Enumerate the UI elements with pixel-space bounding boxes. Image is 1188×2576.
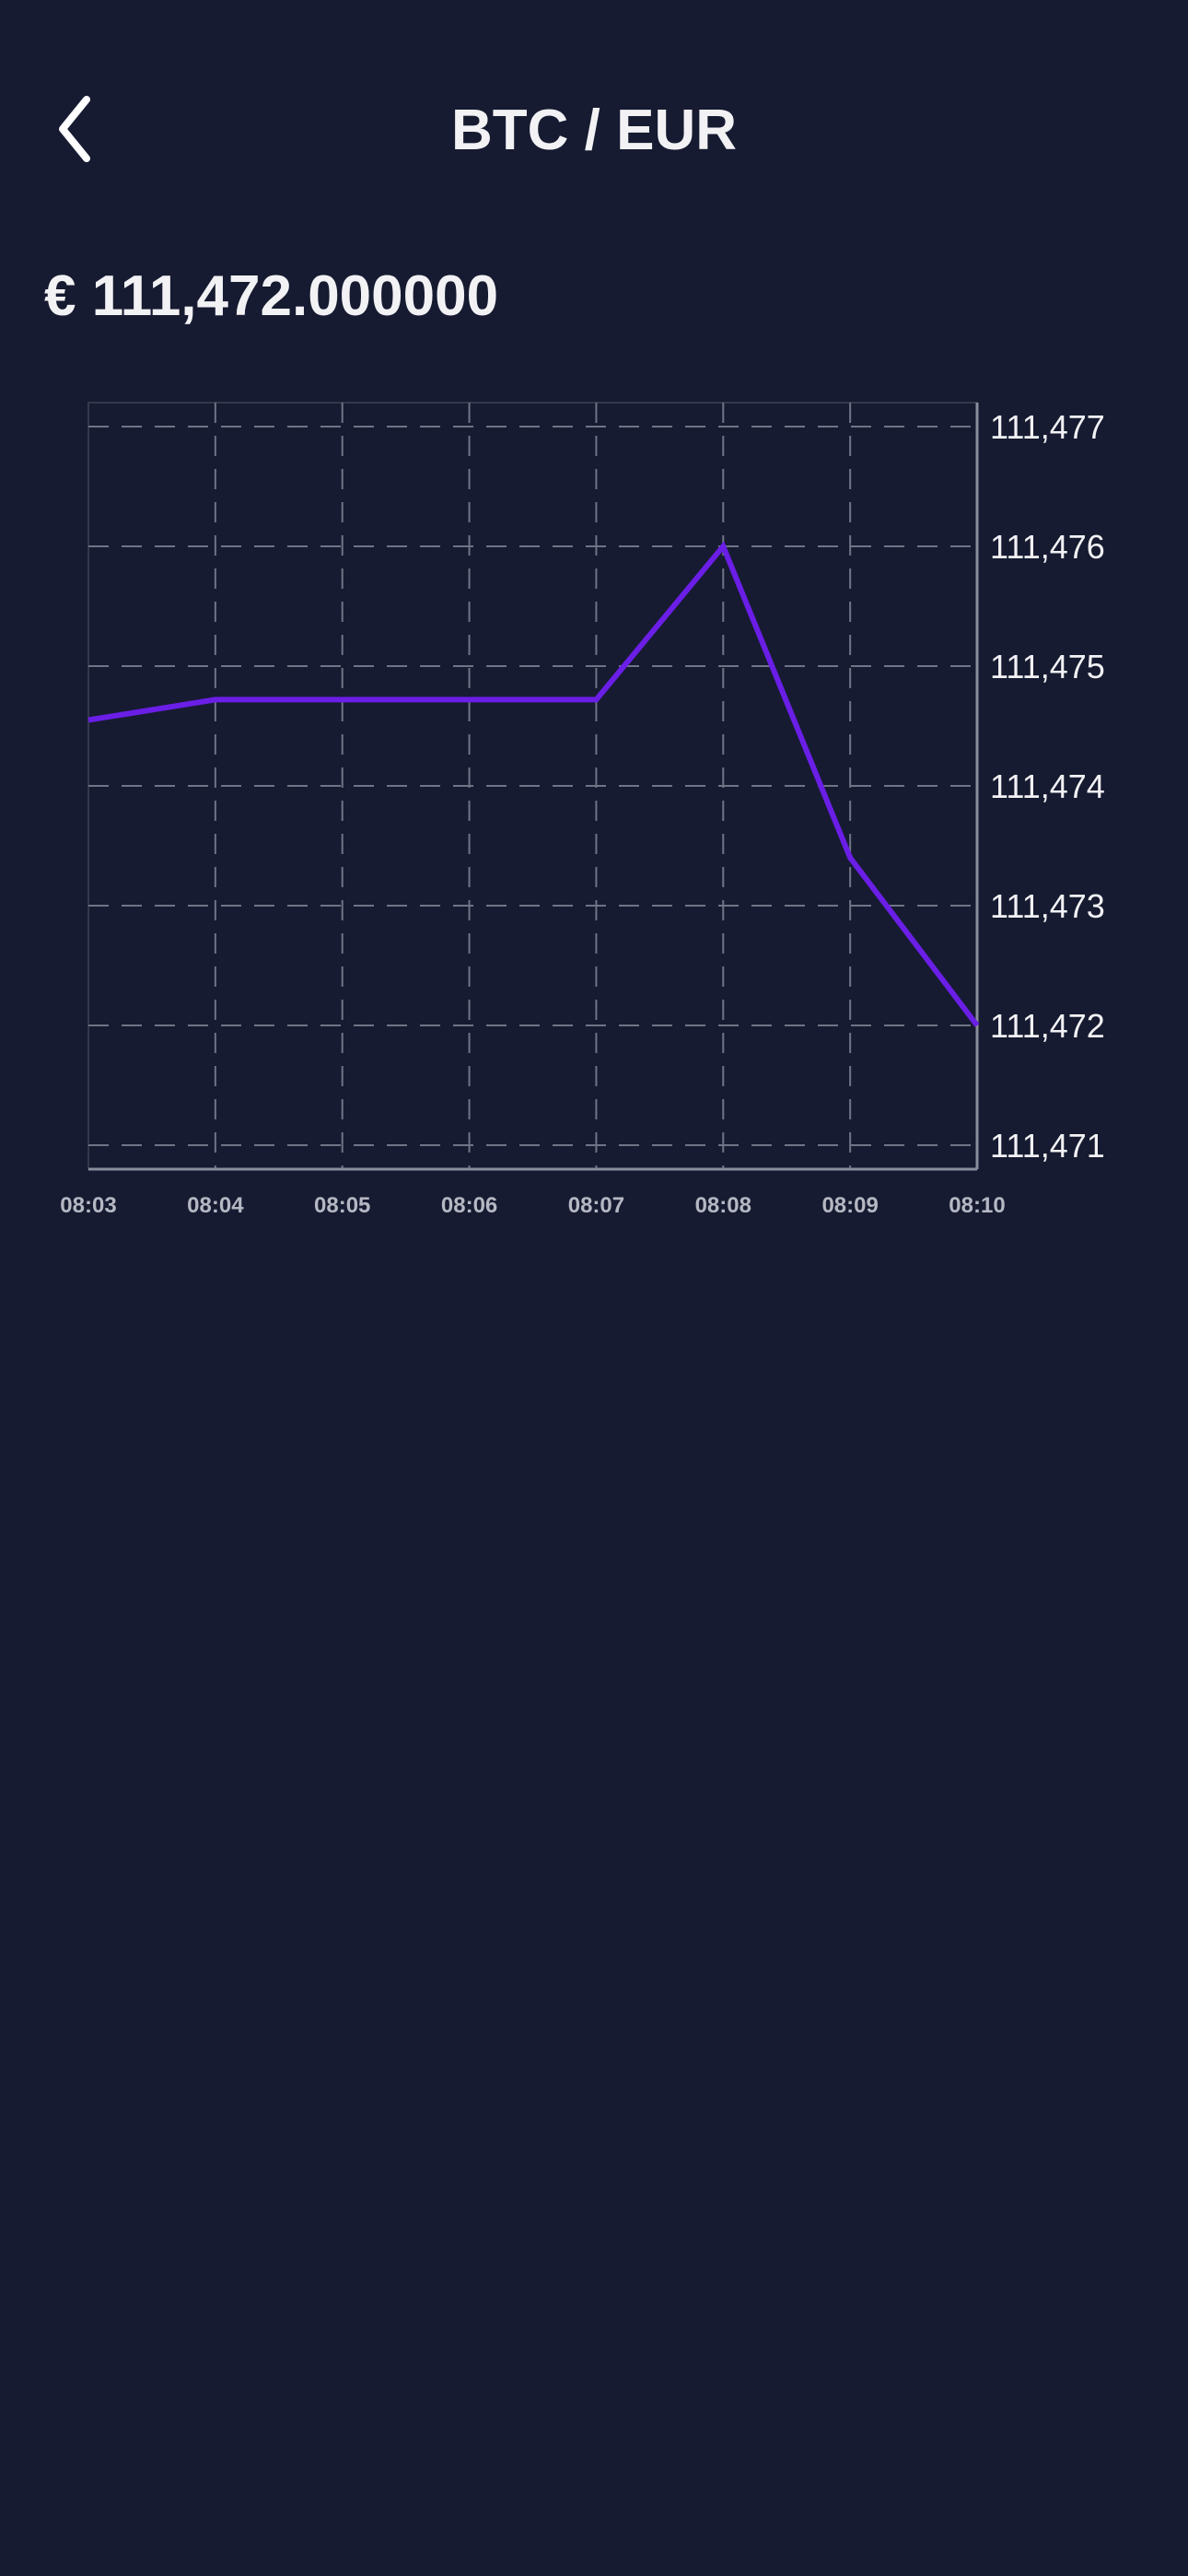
price-chart: 111,477 111,476 111,475 111,474 111,473 111,4… <box>60 402 1105 1218</box>
back-button[interactable] <box>41 90 114 164</box>
chevron-left-icon <box>59 96 90 162</box>
y-tick-label: 111,472 <box>990 1007 1105 1045</box>
x-tick-label: 08:04 <box>187 1193 244 1218</box>
header: BTC / EUR <box>0 64 1188 203</box>
current-price: € 111,472.000000 <box>44 264 499 328</box>
y-tick-label: 111,475 <box>990 648 1105 685</box>
x-tick-label: 08:07 <box>568 1193 624 1218</box>
y-tick-label: 111,476 <box>990 528 1105 566</box>
y-tick-label: 111,471 <box>990 1127 1105 1165</box>
x-tick-label: 08:06 <box>441 1193 497 1218</box>
x-tick-label: 08:03 <box>60 1193 116 1218</box>
page-title: BTC / EUR <box>451 99 737 162</box>
x-tick-label: 08:09 <box>821 1193 878 1218</box>
x-tick-label: 08:05 <box>314 1193 370 1218</box>
x-tick-label: 08:08 <box>695 1193 751 1218</box>
x-tick-label: 08:10 <box>949 1193 1005 1218</box>
y-tick-label: 111,477 <box>990 408 1105 446</box>
price-line <box>87 541 980 1027</box>
y-tick-label: 111,473 <box>990 887 1105 925</box>
y-tick-label: 111,474 <box>990 767 1105 805</box>
